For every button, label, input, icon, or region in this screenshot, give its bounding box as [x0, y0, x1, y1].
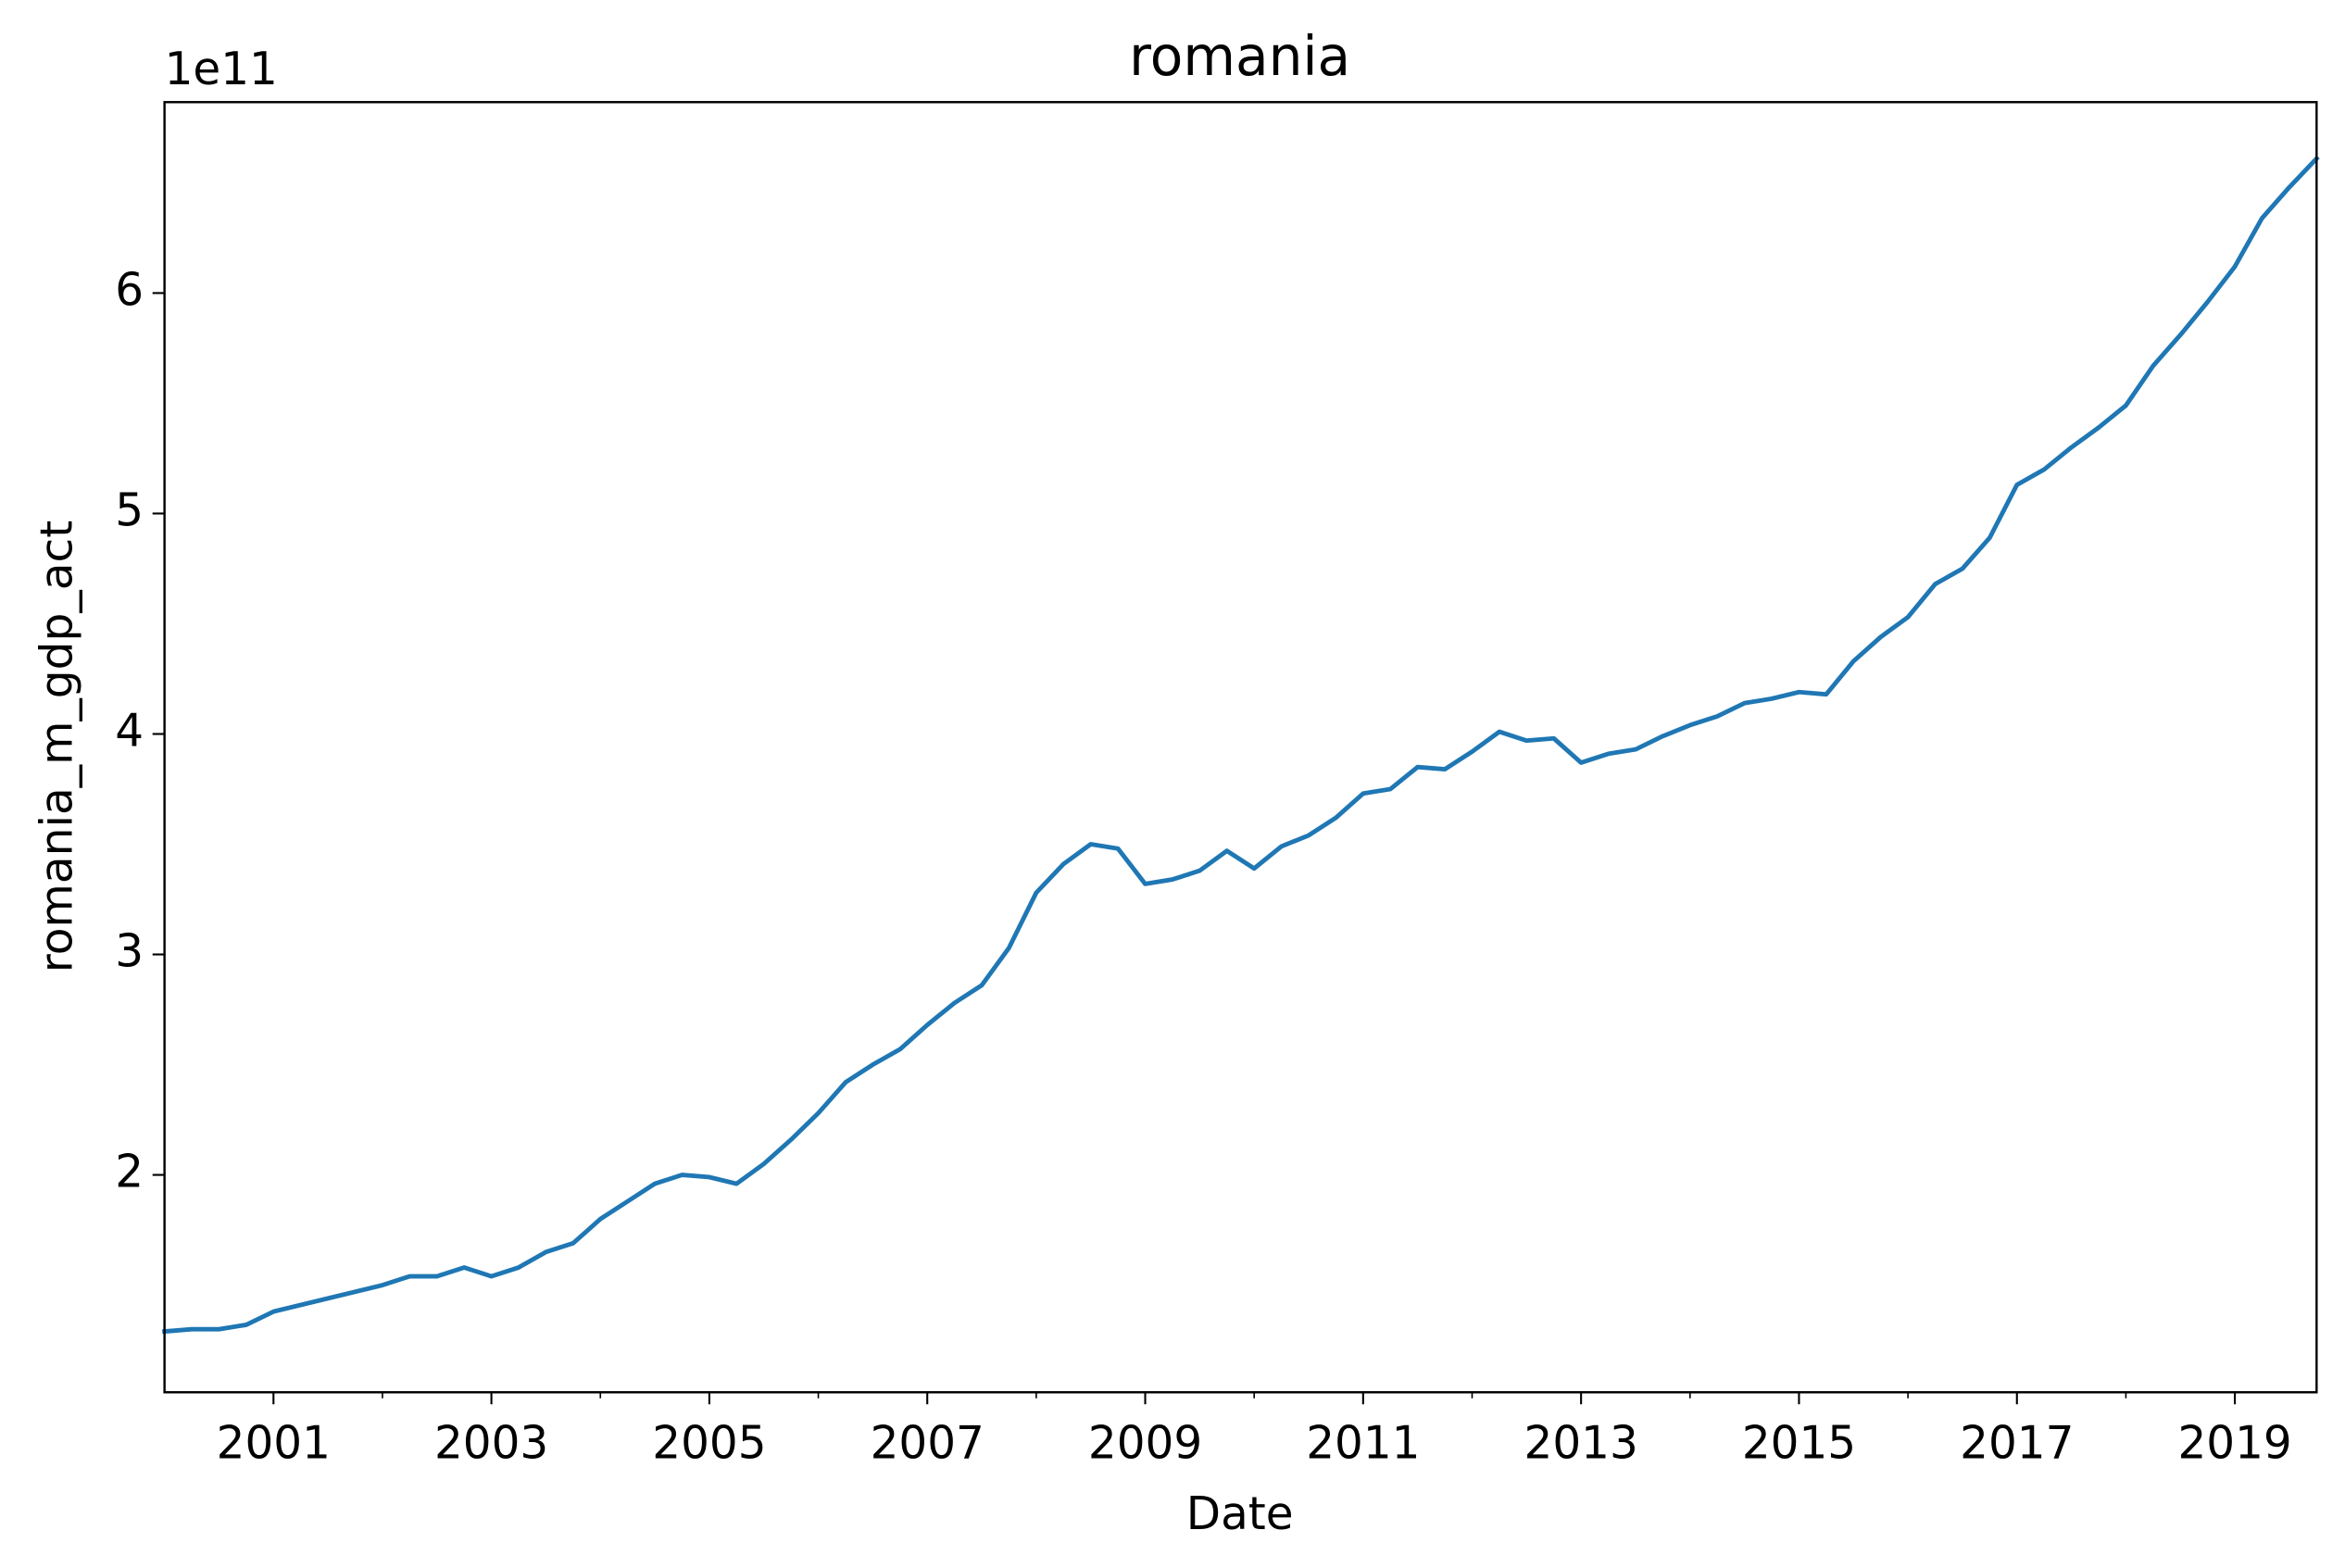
x-tick-label: 2005	[652, 1418, 766, 1470]
chart-title: romania	[1129, 25, 1350, 88]
x-tick-label: 2017	[1960, 1418, 2074, 1470]
x-tick-label: 2009	[1088, 1418, 1202, 1470]
plot-frame	[163, 101, 2318, 1394]
y-tick-label: 4	[115, 705, 144, 757]
y-tick-label: 3	[115, 925, 144, 977]
y-axis-label: romania_m_gdp_act	[31, 521, 83, 973]
y-tick-label: 5	[115, 484, 144, 536]
x-tick-label: 2007	[871, 1418, 984, 1470]
data-line	[162, 155, 2320, 1335]
x-tick-label: 2011	[1306, 1418, 1420, 1470]
x-tick-label: 2001	[217, 1418, 331, 1470]
x-tick-label: 2003	[434, 1418, 548, 1470]
x-axis-label: Date	[1186, 1488, 1294, 1540]
x-tick-label: 2019	[2177, 1418, 2291, 1470]
x-tick-label: 2013	[1524, 1418, 1638, 1470]
x-tick-label: 2015	[1742, 1418, 1856, 1470]
y-tick-label: 6	[115, 264, 144, 316]
y-tick-label: 2	[115, 1146, 144, 1198]
y-offset-label: 1e11	[165, 44, 278, 95]
